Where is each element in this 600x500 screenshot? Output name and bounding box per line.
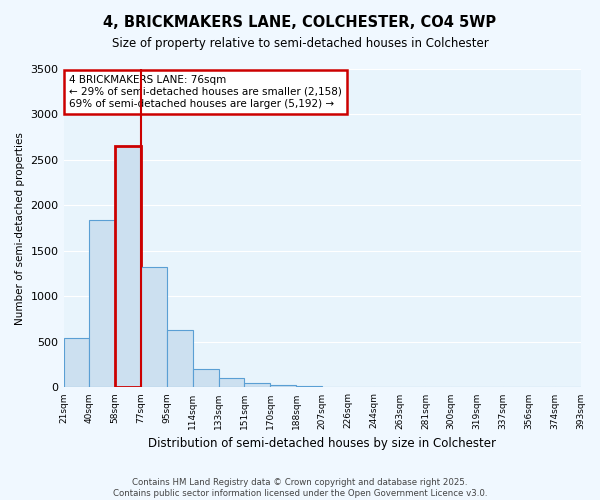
- Bar: [141, 268, 167, 388]
- Bar: [193, 369, 218, 388]
- X-axis label: Distribution of semi-detached houses by size in Colchester: Distribution of semi-detached houses by …: [148, 437, 496, 450]
- Bar: [218, 378, 244, 388]
- Text: 4, BRICKMAKERS LANE, COLCHESTER, CO4 5WP: 4, BRICKMAKERS LANE, COLCHESTER, CO4 5WP: [103, 15, 497, 30]
- Bar: [322, 386, 348, 388]
- Bar: [244, 383, 271, 388]
- Text: 4 BRICKMAKERS LANE: 76sqm
← 29% of semi-detached houses are smaller (2,158)
69% : 4 BRICKMAKERS LANE: 76sqm ← 29% of semi-…: [69, 76, 341, 108]
- Bar: [167, 330, 193, 388]
- Bar: [271, 384, 296, 388]
- Text: Size of property relative to semi-detached houses in Colchester: Size of property relative to semi-detach…: [112, 38, 488, 51]
- Y-axis label: Number of semi-detached properties: Number of semi-detached properties: [15, 132, 25, 324]
- Text: Contains HM Land Registry data © Crown copyright and database right 2025.
Contai: Contains HM Land Registry data © Crown c…: [113, 478, 487, 498]
- Bar: [115, 146, 141, 388]
- Bar: [89, 220, 115, 388]
- Bar: [64, 338, 89, 388]
- Bar: [296, 386, 322, 388]
